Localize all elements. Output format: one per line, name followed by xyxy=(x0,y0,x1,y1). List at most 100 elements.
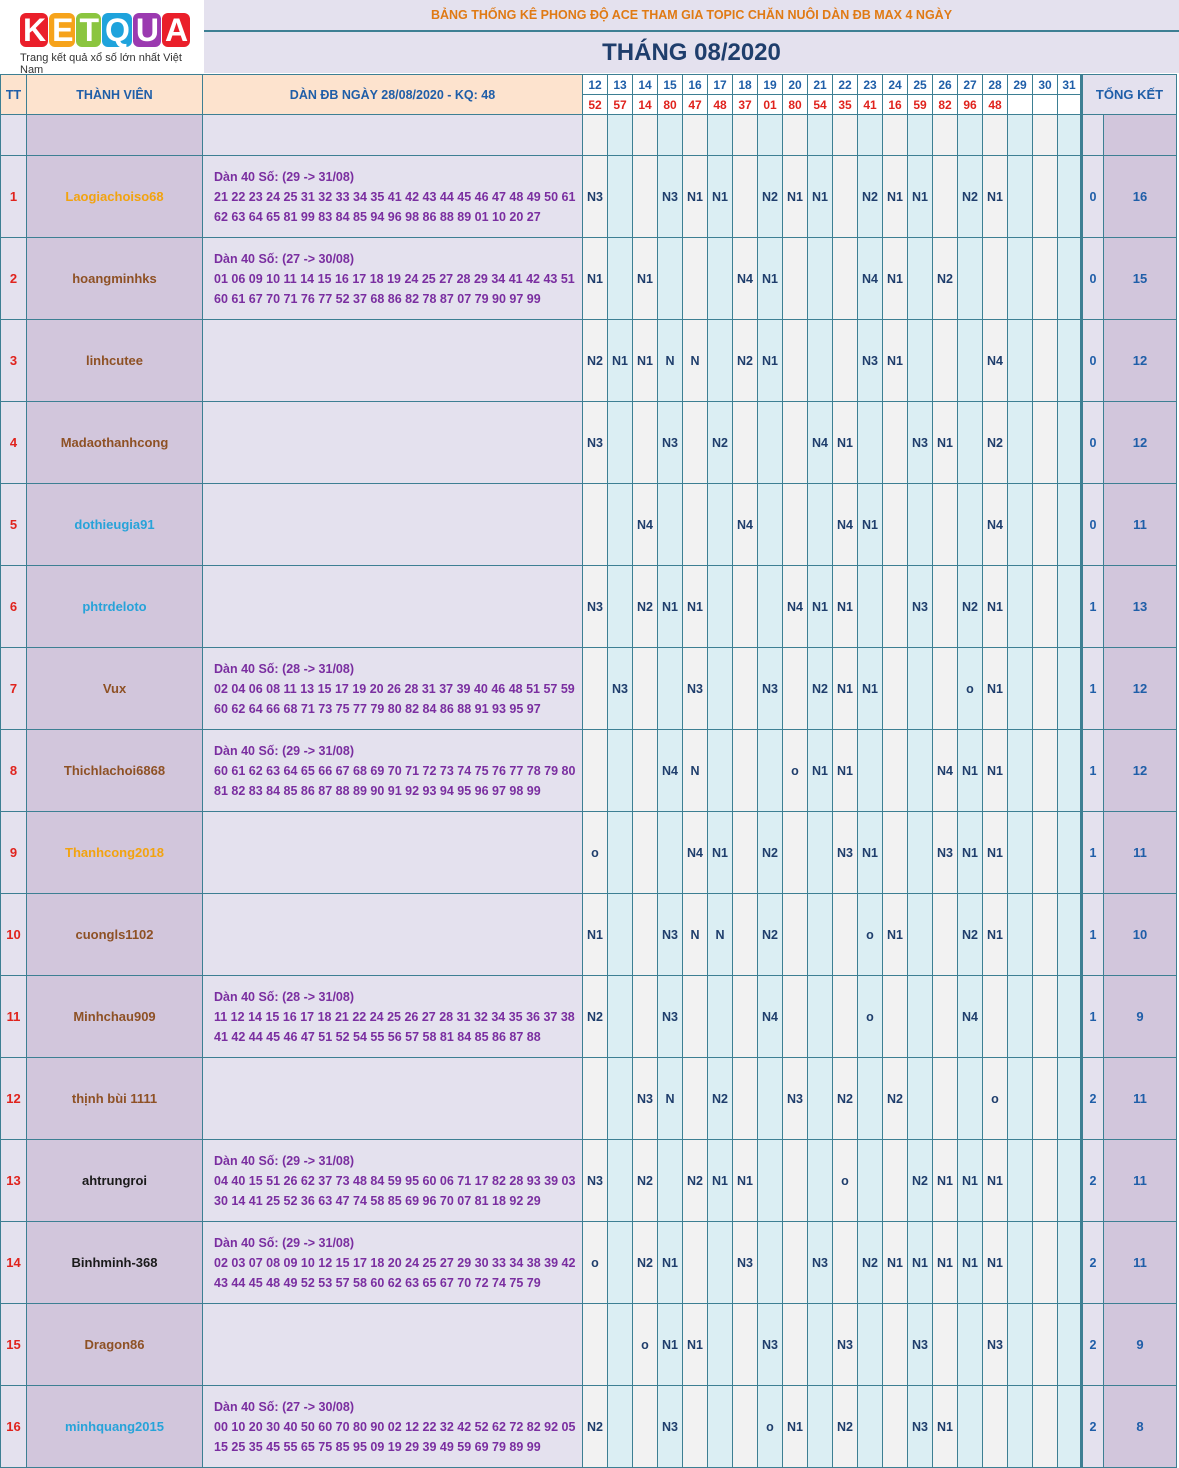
day-cell: N4 xyxy=(632,483,658,566)
day-cell: N xyxy=(682,729,708,812)
member-name[interactable]: Thanhcong2018 xyxy=(26,811,203,894)
day-cell xyxy=(1007,155,1033,238)
total-count: 9 xyxy=(1102,1303,1178,1386)
result-cell: 48 xyxy=(982,94,1008,115)
table-row: 11 Minhchau909 Dàn 40 Số: (28 -> 31/08) 11 … xyxy=(0,975,1178,1058)
day-cell xyxy=(732,1057,758,1140)
spacer-cell xyxy=(807,114,833,156)
dan-numbers: 15 25 35 45 55 65 75 85 95 09 19 29 39 4… xyxy=(214,1439,541,1454)
day-cell xyxy=(882,565,908,648)
loss-count: 0 xyxy=(1081,401,1104,484)
day-cell xyxy=(1057,1303,1083,1386)
member-name[interactable]: Dragon86 xyxy=(26,1303,203,1386)
day-cell xyxy=(1057,155,1083,238)
member-name[interactable]: linhcutee xyxy=(26,319,203,402)
table-row: 6 phtrdeloto N3 N2 N1 N1 N4 N1 N1 N3 N2 N1 1 13 xyxy=(0,565,1178,648)
dan-cell xyxy=(202,1303,583,1386)
member-name[interactable]: Binhminh-368 xyxy=(26,1221,203,1304)
day-cell: N2 xyxy=(807,647,833,730)
day-cell: N1 xyxy=(782,155,808,238)
member-name[interactable]: cuongls1102 xyxy=(26,893,203,976)
day-cell xyxy=(857,565,883,648)
day-cell xyxy=(707,647,733,730)
day-cell xyxy=(757,565,783,648)
day-cell: N3 xyxy=(657,155,683,238)
day-cell xyxy=(607,565,633,648)
day-cell xyxy=(782,237,808,320)
row-number: 16 xyxy=(0,1385,27,1468)
day-cell xyxy=(682,401,708,484)
day-cell xyxy=(907,811,933,894)
day-cell: N xyxy=(682,893,708,976)
day-cell xyxy=(1032,401,1058,484)
day-cell xyxy=(832,155,858,238)
member-name[interactable]: Madaothanhcong xyxy=(26,401,203,484)
result-cell: 48 xyxy=(707,94,733,115)
result-cell: 01 xyxy=(757,94,783,115)
row-number: 4 xyxy=(0,401,27,484)
member-name[interactable]: hoangminhks xyxy=(26,237,203,320)
day-cell xyxy=(932,1303,958,1386)
day-cell xyxy=(1057,1221,1083,1304)
day-cell: o xyxy=(582,1221,608,1304)
row-number: 1 xyxy=(0,155,27,238)
day-cell xyxy=(707,237,733,320)
loss-count: 1 xyxy=(1081,565,1104,648)
day-cell xyxy=(907,647,933,730)
total-count: 8 xyxy=(1102,1385,1178,1468)
day-cell xyxy=(582,647,608,730)
day-cell: N4 xyxy=(857,237,883,320)
day-cell xyxy=(932,319,958,402)
dan-cell xyxy=(202,565,583,648)
loss-count: 2 xyxy=(1081,1057,1104,1140)
total-count: 10 xyxy=(1102,893,1178,976)
day-cell xyxy=(832,319,858,402)
day-cell: N1 xyxy=(832,401,858,484)
day-cell xyxy=(732,811,758,894)
result-cell xyxy=(1057,94,1083,115)
header-spacer-row xyxy=(0,114,1178,156)
day-cell: N3 xyxy=(582,1139,608,1222)
day-cell xyxy=(982,1385,1008,1468)
total-count: 11 xyxy=(1102,1221,1178,1304)
day-cell xyxy=(782,483,808,566)
member-name[interactable]: dothieugia91 xyxy=(26,483,203,566)
dan-numbers: 30 14 41 25 52 36 63 47 74 58 85 69 96 7… xyxy=(214,1193,541,1208)
member-name[interactable]: Thichlachoi6868 xyxy=(26,729,203,812)
day-cell xyxy=(1057,319,1083,402)
day-cell: o xyxy=(857,893,883,976)
day-cell: N1 xyxy=(882,1221,908,1304)
dan-cell xyxy=(202,811,583,894)
day-cell xyxy=(1007,1057,1033,1140)
day-cell: N3 xyxy=(907,565,933,648)
day-cell xyxy=(932,483,958,566)
day-cell xyxy=(582,483,608,566)
member-name[interactable]: minhquang2015 xyxy=(26,1385,203,1468)
day-cell: N1 xyxy=(932,1385,958,1468)
spacer-cell xyxy=(1102,114,1178,156)
member-name[interactable]: thịnh bùi 1111 xyxy=(26,1057,203,1140)
day-cell: N1 xyxy=(982,155,1008,238)
member-name[interactable]: phtrdeloto xyxy=(26,565,203,648)
member-name[interactable]: Laogiachoiso68 xyxy=(26,155,203,238)
member-name[interactable]: ahtrungroi xyxy=(26,1139,203,1222)
dan-cell: Dàn 40 Số: (27 -> 30/08) 01 06 09 10 11 1… xyxy=(202,237,583,320)
loss-count: 1 xyxy=(1081,975,1104,1058)
day-cell xyxy=(907,483,933,566)
dan-numbers: 60 62 64 66 68 71 73 75 77 79 80 82 84 8… xyxy=(214,701,541,716)
day-cell: N2 xyxy=(732,319,758,402)
spacer-cell xyxy=(782,114,808,156)
site-logo[interactable]: K E T Q U A.net Trang kết quả xổ số lớn nhất … xyxy=(0,0,203,84)
day-cell: N3 xyxy=(657,975,683,1058)
member-name[interactable]: Minhchau909 xyxy=(26,975,203,1058)
day-cell: N2 xyxy=(757,893,783,976)
day-cell: N4 xyxy=(982,319,1008,402)
day-cell: o xyxy=(582,811,608,894)
day-cell: N3 xyxy=(682,647,708,730)
member-name[interactable]: Vux xyxy=(26,647,203,730)
spacer-cell xyxy=(832,114,858,156)
day-cell xyxy=(807,1057,833,1140)
day-cell xyxy=(857,401,883,484)
day-cell: N3 xyxy=(907,401,933,484)
day-cell xyxy=(1032,1385,1058,1468)
